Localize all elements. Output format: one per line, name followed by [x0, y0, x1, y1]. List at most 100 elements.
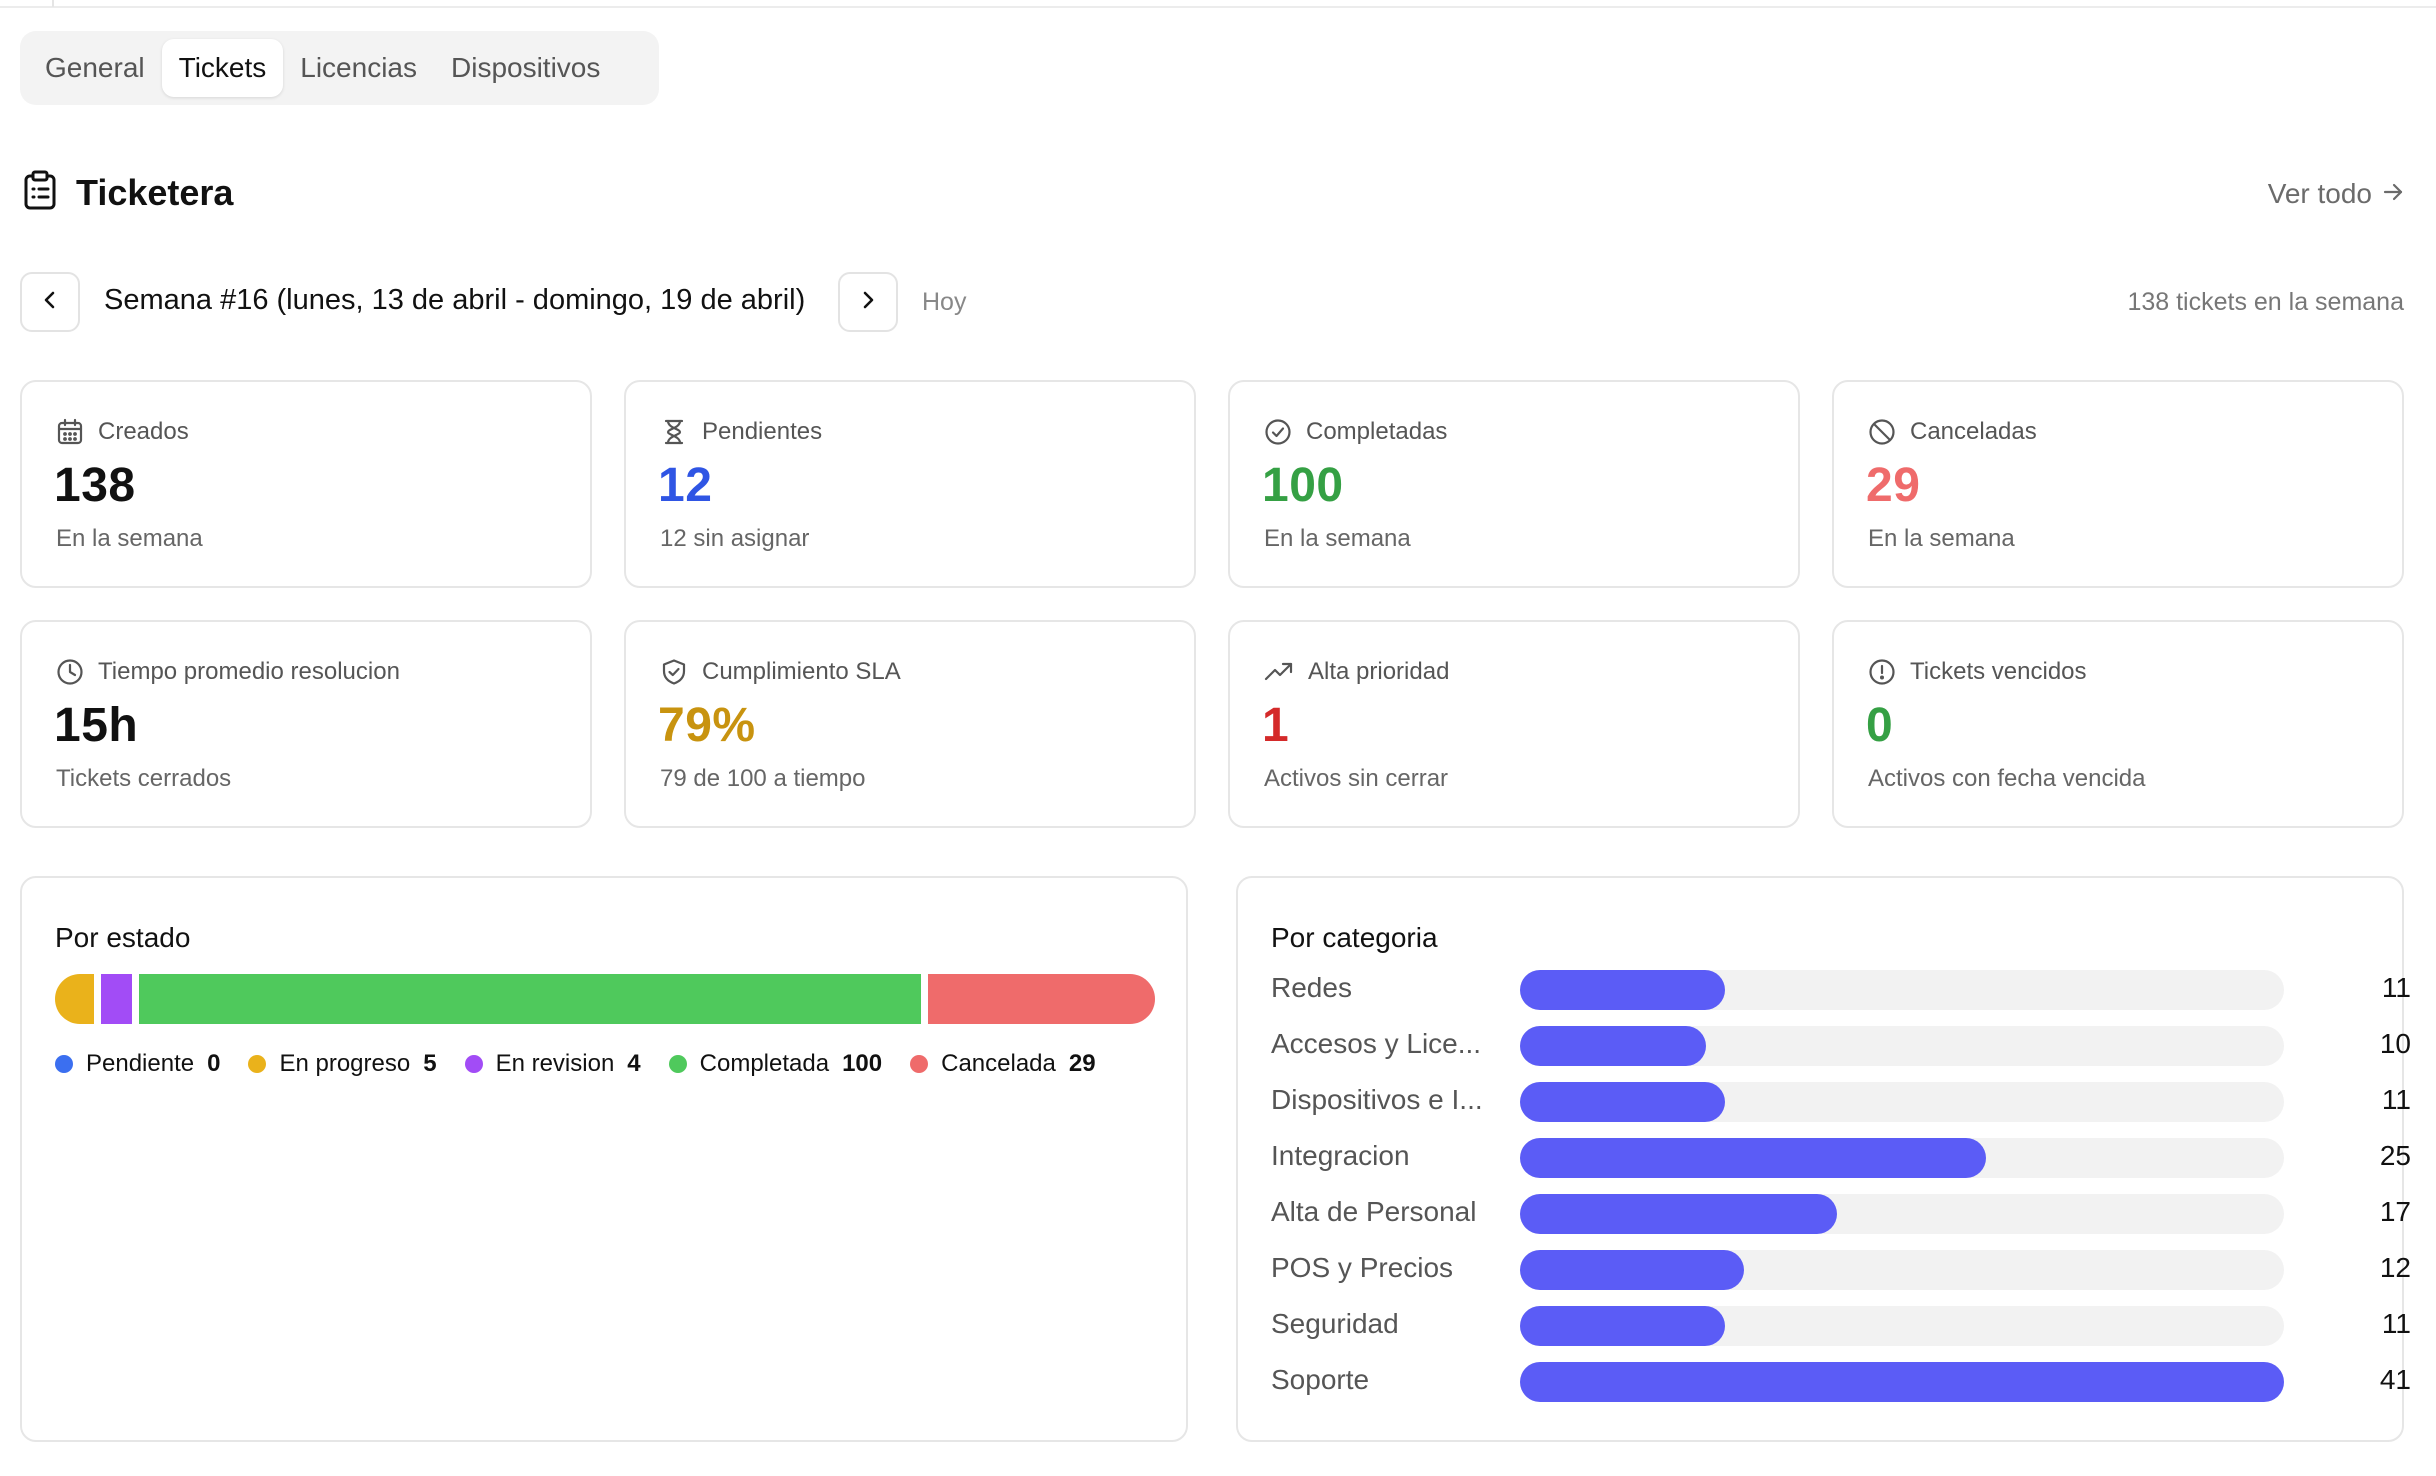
stat-value: 0	[1866, 699, 1894, 752]
category-label: Integracion	[1271, 1140, 1410, 1171]
legend-item: En progreso 5	[248, 1050, 437, 1078]
category-row: Integracion 25	[1271, 1138, 2411, 1178]
panel-por-estado: Por estado Pendiente 0 En progreso 5 En revi…	[20, 876, 1188, 1442]
legend-dot	[910, 1055, 929, 1073]
category-row: Redes 11	[1271, 970, 2411, 1010]
category-count: 11	[2381, 972, 2411, 1003]
stat-value: 1	[1262, 699, 1290, 752]
category-label: POS y Precios	[1271, 1252, 1454, 1283]
category-bar	[1520, 1026, 1707, 1066]
legend-dot	[668, 1055, 687, 1073]
clock-icon	[56, 658, 84, 686]
legend-label: En progreso	[279, 1050, 411, 1077]
category-row: POS y Precios 12	[1271, 1250, 2411, 1290]
stat-subtext: 79 de 100 a tiempo	[660, 765, 866, 792]
category-label: Soporte	[1271, 1364, 1370, 1395]
stat-subtext: En la semana	[1264, 525, 1411, 552]
category-bar-track	[1520, 1138, 2284, 1178]
alert-circle-icon	[1868, 658, 1896, 686]
tab-licencias[interactable]: Licencias	[300, 52, 417, 83]
ban-icon	[1868, 418, 1896, 446]
view-all-link[interactable]: Ver todo	[2268, 178, 2404, 210]
prev-week-button[interactable]	[20, 272, 80, 332]
stat-value: 79%	[658, 699, 756, 752]
stat-card-completadas: Completadas 100 En la semana	[1228, 380, 1800, 588]
category-row: Soporte 41	[1271, 1362, 2411, 1402]
legend-item: Pendiente 0	[55, 1050, 220, 1078]
status-legend: Pendiente 0 En progreso 5 En revision 4 Comple…	[55, 1050, 1124, 1078]
stat-card-alta-prioridad: Alta prioridad 1 Activos sin cerrar	[1228, 620, 1800, 828]
category-bar	[1520, 1362, 2284, 1402]
hourglass-icon	[660, 418, 688, 446]
stat-label: Alta prioridad	[1308, 658, 1450, 685]
legend-label: En revision	[495, 1050, 615, 1077]
check-circle-icon	[1264, 418, 1292, 446]
today-button[interactable]: Hoy	[922, 288, 967, 316]
section-header: Ticketera	[22, 170, 233, 215]
panel-title: Por categoria	[1271, 922, 1438, 953]
category-count: 10	[2379, 1028, 2411, 1059]
legend-label: Pendiente	[86, 1050, 195, 1077]
status-stacked-bar	[55, 974, 1155, 1024]
stat-card-creados: Creados 138 En la semana	[20, 380, 592, 588]
category-bar	[1520, 1250, 1744, 1290]
shield-check-icon	[660, 658, 688, 686]
chevron-left-icon	[39, 289, 61, 316]
category-count: 41	[2379, 1364, 2411, 1395]
legend-count: 100	[842, 1050, 883, 1077]
legend-label: Cancelada	[941, 1050, 1056, 1077]
legend-label: Completada	[699, 1050, 830, 1077]
category-count: 11	[2381, 1308, 2411, 1339]
arrow-right-icon	[2382, 178, 2404, 210]
category-bar	[1520, 1306, 1725, 1346]
category-label: Seguridad	[1271, 1308, 1399, 1339]
tab-dispositivos[interactable]: Dispositivos	[451, 52, 601, 83]
stat-value: 138	[54, 459, 136, 512]
page-title: Ticketera	[76, 171, 234, 213]
tab-bar: General Tickets Licencias Dispositivos	[20, 31, 659, 105]
category-bar	[1520, 1138, 1986, 1178]
stat-value: 29	[1866, 459, 1921, 512]
stat-card-tickets-vencidos: Tickets vencidos 0 Activos con fecha ven…	[1832, 620, 2404, 828]
legend-count: 5	[423, 1050, 437, 1077]
week-ticket-count: 138 tickets en la semana	[2127, 288, 2404, 316]
legend-dot	[55, 1055, 73, 1073]
stat-subtext: 12 sin asignar	[660, 525, 810, 552]
chevron-right-icon	[857, 289, 879, 316]
stat-subtext: Activos sin cerrar	[1264, 765, 1449, 792]
category-count: 17	[2379, 1196, 2411, 1227]
stat-label: Cumplimiento SLA	[702, 658, 901, 685]
top-divider-tick	[52, 0, 54, 7]
stat-subtext: Tickets cerrados	[56, 765, 232, 792]
category-bar-track	[1520, 1194, 2284, 1234]
stat-subtext: En la semana	[56, 525, 203, 552]
category-label: Alta de Personal	[1271, 1196, 1477, 1227]
legend-item: Completada 100	[668, 1050, 883, 1078]
stat-card-cumplimiento-sla: Cumplimiento SLA 79% 79 de 100 a tiempo	[624, 620, 1196, 828]
calendar-icon	[56, 418, 84, 446]
tab-tickets[interactable]: Tickets	[161, 39, 284, 97]
legend-count: 29	[1068, 1050, 1096, 1077]
category-row: Alta de Personal 17	[1271, 1194, 2411, 1234]
stat-card-pendientes: Pendientes 12 12 sin asignar	[624, 380, 1196, 588]
category-count: 25	[2379, 1140, 2411, 1171]
category-label: Redes	[1271, 972, 1352, 1003]
category-bar-track	[1520, 1250, 2284, 1290]
category-bar	[1520, 970, 1725, 1010]
stat-subtext: Activos con fecha vencida	[1868, 765, 2146, 792]
stat-card-tiempo-promedio: Tiempo promedio resolucion 15h Tickets c…	[20, 620, 592, 828]
category-row: Seguridad 11	[1271, 1306, 2411, 1346]
category-bar-track	[1520, 1082, 2284, 1122]
tab-general[interactable]: General	[45, 52, 145, 83]
category-bar	[1520, 1082, 1725, 1122]
category-count: 11	[2381, 1084, 2411, 1115]
category-count: 12	[2379, 1252, 2411, 1283]
stat-label: Tiempo promedio resolucion	[98, 658, 400, 685]
panel-por-categoria: Por categoria Redes 11 Accesos y Lice... 10…	[1236, 876, 2411, 1442]
status-bar-segment-en-progreso	[55, 974, 95, 1024]
category-row: Accesos y Lice... 10	[1271, 1026, 2411, 1066]
stat-label: Creados	[98, 418, 189, 445]
stat-label: Completadas	[1306, 418, 1448, 445]
stat-card-canceladas: Canceladas 29 En la semana	[1832, 380, 2404, 588]
next-week-button[interactable]	[838, 272, 898, 332]
